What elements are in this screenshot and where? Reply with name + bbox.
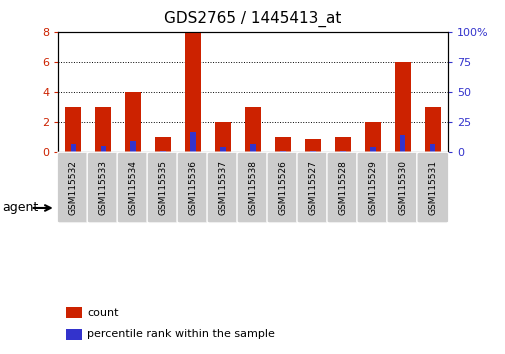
Bar bbox=[394, 62, 410, 152]
FancyBboxPatch shape bbox=[59, 194, 267, 222]
Bar bbox=[66, 307, 81, 318]
Bar bbox=[310, 151, 315, 152]
Bar bbox=[130, 141, 135, 152]
Text: GSM115530: GSM115530 bbox=[397, 160, 407, 215]
Bar bbox=[125, 92, 141, 152]
Bar bbox=[155, 137, 171, 152]
Bar bbox=[184, 32, 201, 152]
Text: agent: agent bbox=[3, 201, 39, 215]
Bar bbox=[274, 137, 291, 152]
Text: control: control bbox=[141, 201, 184, 215]
Text: GSM115538: GSM115538 bbox=[248, 160, 257, 215]
Bar bbox=[190, 132, 195, 152]
Text: GSM115531: GSM115531 bbox=[427, 160, 436, 215]
Bar bbox=[250, 144, 255, 152]
Text: GSM115529: GSM115529 bbox=[368, 160, 377, 215]
Bar bbox=[244, 107, 261, 152]
Bar bbox=[65, 107, 81, 152]
Text: GSM115536: GSM115536 bbox=[188, 160, 197, 215]
Bar bbox=[334, 137, 350, 152]
Bar bbox=[304, 139, 321, 152]
Text: GSM115535: GSM115535 bbox=[158, 160, 167, 215]
Text: GSM115534: GSM115534 bbox=[128, 160, 137, 215]
Bar bbox=[399, 135, 405, 152]
Bar bbox=[364, 122, 380, 152]
Text: percentile rank within the sample: percentile rank within the sample bbox=[87, 329, 275, 339]
Bar bbox=[370, 147, 375, 152]
Bar bbox=[280, 151, 285, 152]
Text: GSM115526: GSM115526 bbox=[278, 160, 287, 215]
Text: GSM115533: GSM115533 bbox=[98, 160, 108, 215]
Bar bbox=[100, 145, 106, 152]
Bar bbox=[160, 151, 166, 152]
Bar bbox=[70, 144, 76, 152]
Bar bbox=[339, 151, 345, 152]
Bar bbox=[424, 107, 440, 152]
Bar bbox=[66, 329, 81, 339]
FancyBboxPatch shape bbox=[268, 194, 446, 222]
Text: GSM115527: GSM115527 bbox=[308, 160, 317, 215]
Bar bbox=[214, 122, 231, 152]
Text: GDS2765 / 1445413_at: GDS2765 / 1445413_at bbox=[164, 11, 341, 27]
Bar bbox=[95, 107, 111, 152]
Text: GSM115537: GSM115537 bbox=[218, 160, 227, 215]
Bar bbox=[220, 147, 225, 152]
Text: count: count bbox=[87, 308, 119, 318]
Text: creatine: creatine bbox=[332, 201, 383, 215]
Text: GSM115532: GSM115532 bbox=[69, 160, 78, 215]
Bar bbox=[429, 144, 435, 152]
Text: GSM115528: GSM115528 bbox=[338, 160, 347, 215]
